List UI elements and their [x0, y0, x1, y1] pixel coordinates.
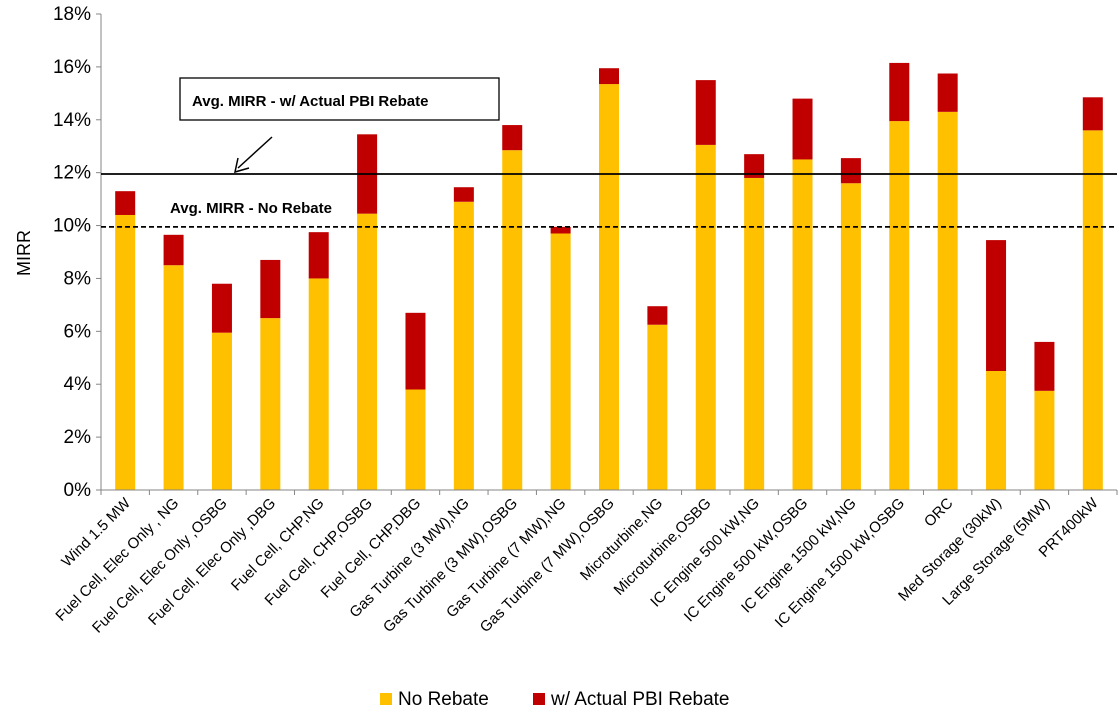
bar-pbi-rebate	[453, 187, 474, 202]
bar-no-rebate	[211, 332, 232, 490]
bar-pbi-rebate	[937, 73, 958, 112]
annotations: Avg. MIRR - w/ Actual PBI Rebate Avg. MIR…	[170, 77, 500, 217]
bar-no-rebate	[840, 183, 861, 490]
bar-pbi-rebate	[115, 191, 136, 215]
bar-no-rebate	[1034, 390, 1055, 490]
bar-no-rebate	[937, 111, 958, 490]
x-tick-label: Fuel Cell, CHP,NG	[228, 495, 328, 595]
bar-no-rebate	[695, 144, 716, 490]
bar-no-rebate	[453, 201, 474, 490]
bar-no-rebate	[308, 278, 329, 490]
y-tick-label: 0%	[64, 480, 92, 501]
annotation-arrow	[237, 136, 273, 169]
bar-pbi-rebate	[647, 306, 668, 325]
bar-pbi-rebate	[211, 283, 232, 333]
bar-pbi-rebate	[1082, 97, 1103, 131]
legend-label: No Rebate	[398, 689, 489, 710]
y-tick-label: 4%	[64, 374, 92, 395]
y-tick-label: 12%	[53, 163, 91, 184]
legend: No Rebate w/ Actual PBI Rebate	[380, 689, 730, 710]
x-tick-label: Microturbine,NG	[577, 495, 666, 584]
bar-no-rebate	[260, 318, 281, 490]
bar-pbi-rebate	[744, 154, 765, 178]
bar-no-rebate	[163, 265, 184, 490]
bar-no-rebate	[357, 213, 378, 490]
bar-pbi-rebate	[792, 98, 813, 160]
bar-pbi-rebate	[308, 232, 329, 279]
legend-label: w/ Actual PBI Rebate	[550, 689, 730, 710]
bar-no-rebate	[1082, 130, 1103, 490]
bar-pbi-rebate	[502, 125, 523, 151]
y-tick-label: 10%	[53, 216, 91, 237]
bar-pbi-rebate	[695, 80, 716, 145]
bar-no-rebate	[502, 150, 523, 490]
bar-pbi-rebate	[1034, 341, 1055, 391]
bar-pbi-rebate	[986, 240, 1007, 371]
y-tick-label: 8%	[64, 268, 92, 289]
bar-pbi-rebate	[889, 62, 910, 122]
bar-no-rebate	[115, 214, 136, 490]
y-tick-label: 14%	[53, 110, 91, 131]
y-tick-label: 18%	[53, 4, 91, 25]
bar-pbi-rebate	[840, 158, 861, 184]
bar-no-rebate	[405, 389, 426, 490]
bar-pbi-rebate	[550, 226, 571, 234]
bar-no-rebate	[599, 84, 619, 491]
y-tick-label: 16%	[53, 57, 91, 78]
bar-no-rebate	[986, 371, 1007, 490]
x-tick-label: ORC	[921, 495, 957, 531]
legend-swatch	[380, 693, 392, 705]
annotation-pbi-label: Avg. MIRR - w/ Actual PBI Rebate	[192, 93, 428, 110]
bar-no-rebate	[550, 233, 571, 490]
bars	[115, 62, 1103, 491]
annotation-box	[179, 77, 500, 121]
bar-no-rebate	[792, 159, 813, 490]
annotation-no-rebate-label: Avg. MIRR - No Rebate	[170, 200, 332, 217]
legend-swatch	[533, 693, 545, 705]
y-axis: 0% 2% 4% 6% 8% 10% 12% 14% 16% 18%	[53, 4, 102, 501]
bar-no-rebate	[647, 324, 668, 490]
y-tick-label: 6%	[64, 321, 92, 342]
bar-pbi-rebate	[405, 312, 426, 390]
bar-no-rebate	[889, 121, 910, 490]
bar-pbi-rebate	[163, 234, 184, 266]
y-tick-label: 2%	[64, 427, 92, 448]
reference-lines	[101, 173, 1117, 228]
y-axis-title: MIRR	[14, 230, 34, 276]
bar-pbi-rebate	[599, 68, 619, 85]
bar-no-rebate	[744, 177, 765, 490]
annotation-arrowhead	[234, 157, 250, 174]
bar-pbi-rebate	[260, 259, 281, 319]
